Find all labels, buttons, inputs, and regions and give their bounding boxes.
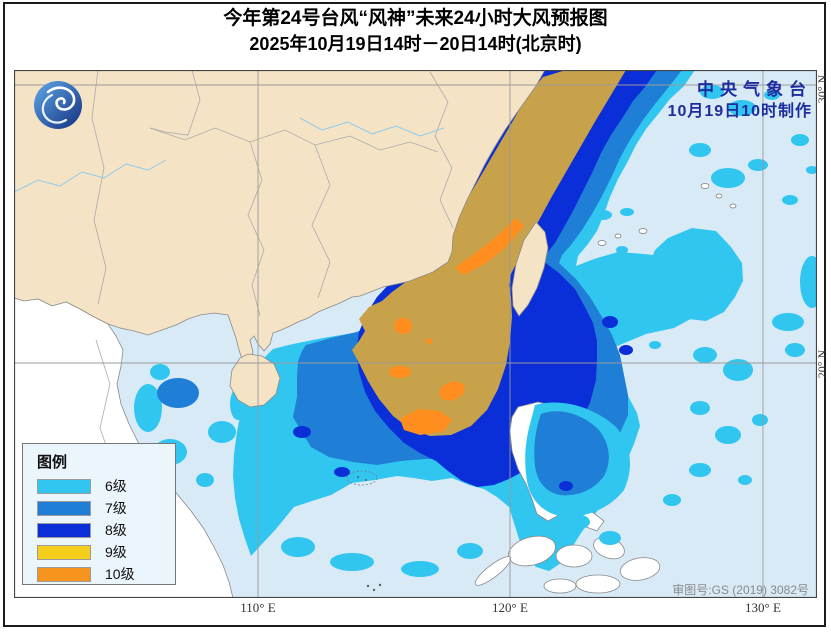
title-line-1: 今年第24号台风“风神”未来24小时大风预报图 xyxy=(223,8,608,29)
cma-logo xyxy=(34,81,82,129)
produced-time: 10月19日10时制作 xyxy=(667,103,812,120)
lon-label-120e: 120° E xyxy=(492,600,528,615)
logo-dragon-tail xyxy=(41,93,68,124)
map-review-number: 审图号:GS (2019) 3082号 xyxy=(672,583,809,597)
legend-swatch-level9 xyxy=(37,544,91,560)
map-border xyxy=(14,70,817,598)
legend-panel: 图例 6级 7级 8级 9级 10级 xyxy=(22,443,176,585)
legend-row-level8: 8级 xyxy=(37,519,175,541)
legend-label-level10: 10级 xyxy=(105,566,135,582)
legend-label-level9: 9级 xyxy=(105,544,127,560)
lon-label-130e: 130° E xyxy=(745,600,781,615)
legend-label-level7: 7级 xyxy=(105,500,127,516)
lon-label-110e: 110° E xyxy=(240,600,276,615)
logo-dragon-swirl xyxy=(46,86,76,111)
china-mainland xyxy=(14,70,546,364)
title-line-2: 2025年10月19日14时－20日14时(北京时) xyxy=(249,34,582,54)
wind-area-level10 xyxy=(389,218,524,435)
legend-row-level9: 9级 xyxy=(37,541,175,563)
legend-row-level10: 10级 xyxy=(37,563,175,585)
taiwan-island xyxy=(511,221,549,317)
legend-label-level8: 8级 xyxy=(105,522,127,538)
legend-swatch-level10 xyxy=(37,566,91,582)
lat-label-20n: 20° N xyxy=(815,349,829,379)
legend-title: 图例 xyxy=(37,454,68,471)
legend-swatch-level6 xyxy=(37,478,91,494)
luzon-wind-patch xyxy=(525,402,631,545)
legend-label-level6: 6级 xyxy=(105,478,127,494)
lat-label-30n: 30° N xyxy=(815,74,829,104)
paracel-islands xyxy=(346,470,382,592)
producer-name: 中央气象台 xyxy=(697,80,812,99)
legend-row-level6: 6级 xyxy=(37,475,175,497)
legend-swatch-level8 xyxy=(37,522,91,538)
graticule-lines xyxy=(14,70,817,598)
producer-watermark: 中央气象台 10月19日10时制作 xyxy=(668,79,812,123)
small-islets xyxy=(597,183,737,246)
legend-swatch-level7 xyxy=(37,500,91,516)
legend-row-level7: 7级 xyxy=(37,497,175,519)
map-title: 今年第24号台风“风神”未来24小时大风预报图 2025年10月19日14时－2… xyxy=(0,6,831,57)
